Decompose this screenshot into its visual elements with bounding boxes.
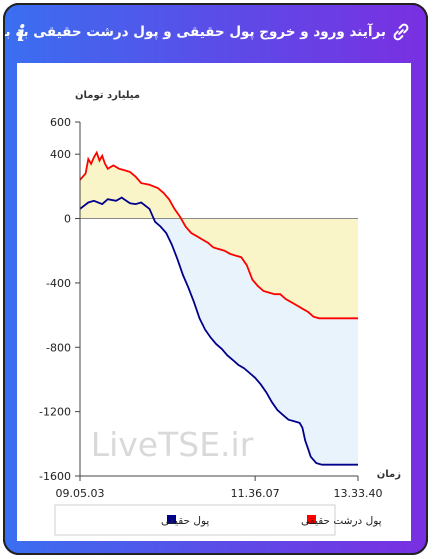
x-tick-label: 13.33.40 xyxy=(334,487,383,500)
y-tick-label: -400 xyxy=(46,277,71,290)
watermark: LiveTSE.ir xyxy=(91,425,254,464)
legend-label-real-money[interactable]: پول حقیقی xyxy=(161,515,209,527)
x-tick-label: 11.36.07 xyxy=(231,487,280,500)
x-tick-label: 09.05.03 xyxy=(56,487,105,500)
widget-header: برآیند ورود و خروج پول حقیقی و پول درشت … xyxy=(0,3,428,61)
legend: پول درشت حقیقی پول حقیقی xyxy=(54,504,382,536)
y-tick-label: -800 xyxy=(46,341,71,354)
y-axis-label: میلیارد تومان xyxy=(75,90,140,101)
y-tick-label: 400 xyxy=(50,148,71,161)
y-tick-label: -1600 xyxy=(39,470,71,483)
legend-swatch-big-real-money xyxy=(307,515,316,524)
info-icon[interactable]: i xyxy=(17,21,26,47)
legend-label-big-real-money[interactable]: پول درشت حقیقی xyxy=(301,515,382,527)
legend-swatch-real-money xyxy=(167,515,176,524)
y-tick-label: 600 xyxy=(50,116,71,129)
x-axis-label: زمان xyxy=(377,469,401,480)
y-tick-label: -1200 xyxy=(39,406,71,419)
widget-title: برآیند ورود و خروج پول حقیقی و پول درشت … xyxy=(0,24,386,40)
chart-svg: 600 400 0 -400 -800 -1200 -1600 09.05.03 11.36.0… xyxy=(39,90,401,536)
area-big-real-money xyxy=(80,152,358,319)
y-tick-label: 0 xyxy=(64,213,71,226)
widget-card: برآیند ورود و خروج پول حقیقی و پول درشت … xyxy=(0,3,428,555)
link-icon[interactable] xyxy=(390,21,412,43)
series-line-big-real-money xyxy=(79,150,358,320)
series-line-real-money xyxy=(79,196,358,466)
chart-panel: 600 400 0 -400 -800 -1200 -1600 09.05.03 11.36.0… xyxy=(17,63,411,541)
